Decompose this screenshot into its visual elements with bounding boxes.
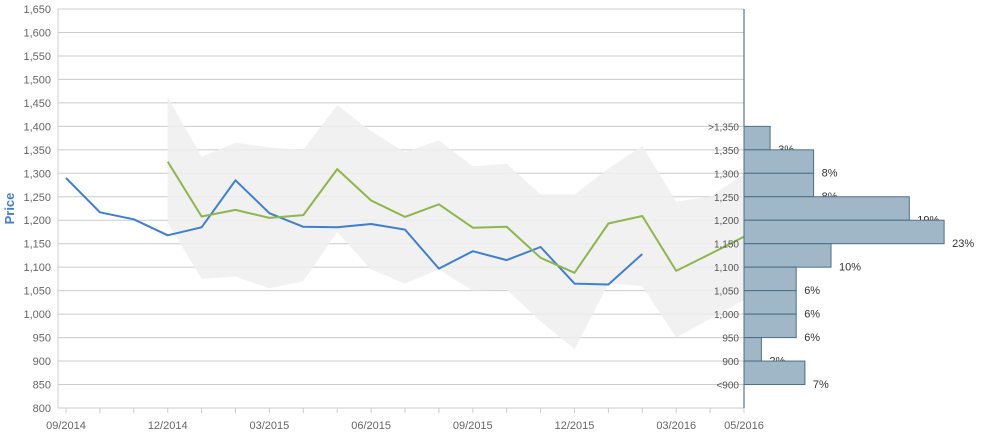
histogram-category-label: >1,350 xyxy=(708,122,739,133)
histogram-category-label: 1,350 xyxy=(714,146,739,157)
x-tick-label: 03/2016 xyxy=(656,420,696,432)
histogram-bar xyxy=(743,219,945,245)
y-tick-label: 1,250 xyxy=(23,192,51,204)
y-axis-title: Price xyxy=(2,193,17,225)
y-tick-label: 1,200 xyxy=(23,215,51,227)
y-tick-label: 1,400 xyxy=(23,121,51,133)
y-tick-label: 1,550 xyxy=(23,51,51,63)
y-tick-label: 1,650 xyxy=(23,4,51,16)
histogram-category-label: 1,250 xyxy=(714,193,739,204)
series-line-2 xyxy=(166,161,745,274)
histogram-category-label: 1,300 xyxy=(714,169,739,180)
y-tick-label: 1,000 xyxy=(23,309,51,321)
confidence-band xyxy=(167,97,744,350)
histogram-value-label: 6% xyxy=(804,332,820,344)
series-line-1 xyxy=(65,177,643,286)
histogram-bar xyxy=(743,149,815,174)
y-tick-label: 1,350 xyxy=(23,145,51,157)
y-tick-label: 800 xyxy=(33,403,51,415)
histogram-value-label: 6% xyxy=(804,308,820,320)
histogram-bar xyxy=(743,290,797,315)
histogram-category-label: 950 xyxy=(722,334,739,345)
histogram-bar xyxy=(743,172,815,198)
histogram-category-label: 1,200 xyxy=(714,216,739,227)
y-tick-label: 1,150 xyxy=(23,239,51,251)
y-tick-label: 1,450 xyxy=(23,98,51,110)
x-tick-label: 05/2016 xyxy=(724,420,764,432)
histogram-category-label: 1,100 xyxy=(714,263,739,274)
histogram-bar xyxy=(743,360,806,386)
histogram-bar xyxy=(743,313,797,339)
histogram-category-label: 1,000 xyxy=(714,310,739,321)
x-tick-label: 06/2015 xyxy=(351,420,391,432)
histogram-bar xyxy=(743,196,910,221)
histogram-category-label: 900 xyxy=(722,357,739,368)
histogram-bar xyxy=(743,337,762,362)
histogram-bar xyxy=(743,125,771,151)
histogram-value-label: 7% xyxy=(813,379,829,391)
x-tick-label: 09/2014 xyxy=(46,420,86,432)
x-tick-label: 09/2015 xyxy=(453,420,493,432)
y-tick-label: 900 xyxy=(33,356,51,368)
histogram-category-label: <900 xyxy=(716,381,739,392)
histogram-value-label: 10% xyxy=(839,261,861,273)
histogram-value-label: 8% xyxy=(822,168,838,180)
y-tick-label: 1,100 xyxy=(23,262,51,274)
histogram-value-label: 6% xyxy=(804,285,820,297)
x-tick-label: 03/2015 xyxy=(250,420,290,432)
histogram-category-label: 1,050 xyxy=(714,287,739,298)
y-tick-label: 950 xyxy=(33,333,51,345)
histogram-value-label: 23% xyxy=(952,238,974,250)
y-tick-label: 850 xyxy=(33,380,51,392)
histogram-bar xyxy=(743,243,832,268)
x-tick-label: 12/2014 xyxy=(148,420,188,432)
y-tick-label: 1,600 xyxy=(23,27,51,39)
y-tick-label: 1,500 xyxy=(23,74,51,86)
y-tick-label: 1,300 xyxy=(23,168,51,180)
histogram-bar xyxy=(743,266,797,292)
x-tick-label: 12/2015 xyxy=(555,420,595,432)
histogram-category-label: 1,150 xyxy=(714,240,739,251)
y-tick-label: 1,050 xyxy=(23,286,51,298)
